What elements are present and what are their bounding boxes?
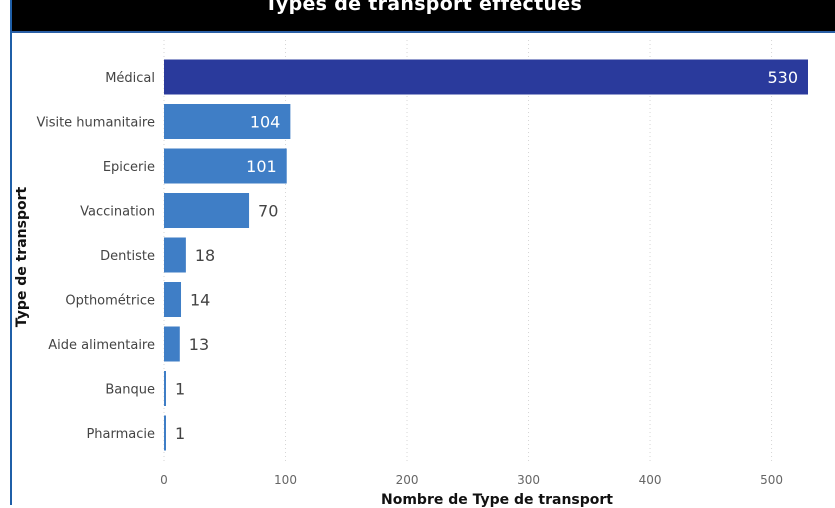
category-label: Aide alimentaire — [48, 338, 155, 353]
data-label: 1 — [175, 424, 185, 443]
bar — [164, 237, 186, 273]
bar — [164, 193, 250, 228]
x-tick-label: 100 — [274, 473, 297, 487]
bar — [164, 104, 291, 139]
x-tick-label: 0 — [160, 473, 168, 487]
bar — [164, 148, 287, 184]
category-label: Banque — [105, 383, 155, 398]
x-tick-label: 300 — [517, 473, 540, 487]
data-label: 104 — [250, 113, 281, 132]
data-label: 13 — [189, 335, 209, 354]
x-axis-title: Nombre de Type de transport — [381, 492, 613, 508]
x-tick-label: 200 — [396, 473, 419, 487]
chart-title: Types de transport effectués — [264, 0, 583, 15]
category-label: Dentiste — [100, 249, 155, 264]
category-label: Epicerie — [103, 160, 155, 175]
y-axis-title: Type de transport — [14, 186, 30, 328]
x-tick-label: 500 — [760, 473, 783, 487]
x-tick-label: 400 — [639, 473, 662, 487]
title-bar: Types de transport effectués — [12, 0, 835, 33]
bar — [164, 326, 180, 362]
category-label: Visite humanitaire — [36, 116, 155, 131]
data-label: 1 — [175, 380, 185, 399]
category-label: Pharmacie — [86, 427, 155, 442]
category-label: Médical — [105, 71, 155, 86]
data-label: 530 — [767, 68, 798, 87]
bar — [164, 371, 166, 406]
data-label: 14 — [190, 291, 210, 310]
data-label: 101 — [246, 157, 277, 176]
data-label: 70 — [258, 202, 278, 221]
bar — [164, 282, 182, 317]
data-label: 18 — [195, 246, 215, 265]
bar — [164, 59, 808, 95]
category-label: Opthométrice — [65, 294, 155, 309]
category-label: Vaccination — [80, 205, 155, 220]
bar — [164, 415, 166, 451]
